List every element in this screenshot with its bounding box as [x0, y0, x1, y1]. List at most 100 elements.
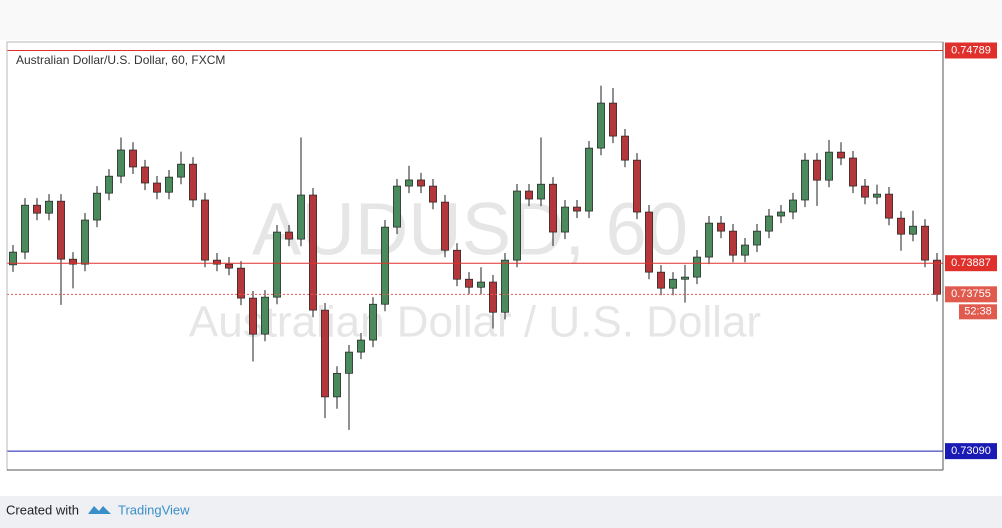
candle-body [633, 159, 641, 213]
candle-body [645, 211, 653, 273]
candle-body [525, 190, 533, 200]
candle-body [501, 259, 509, 313]
candle-body [273, 231, 281, 298]
candle-body [465, 278, 473, 288]
countdown-box [959, 304, 997, 320]
candle-body [657, 271, 665, 289]
candle-body [321, 309, 329, 398]
candle-body [105, 175, 113, 194]
candle-body [429, 185, 437, 203]
candle-body [561, 206, 569, 233]
price-label-box [945, 255, 997, 272]
candle-body [453, 249, 461, 280]
candle-body [741, 244, 749, 256]
candle-body [189, 163, 197, 201]
top-bar [0, 0, 1002, 40]
candle-body [345, 351, 353, 374]
candle-body [369, 303, 377, 341]
candle-body [513, 190, 521, 261]
candle-body [333, 372, 341, 398]
candle-body [81, 219, 89, 265]
watermark-subtitle: Australian Dollar / U.S. Dollar [189, 298, 761, 347]
candle-body [309, 194, 317, 311]
candle-body [201, 199, 209, 261]
candle-body [141, 166, 149, 184]
candle-body [597, 102, 605, 149]
candle-body [225, 263, 233, 269]
candle-body [837, 151, 845, 159]
candle-body [177, 163, 185, 178]
countdown-label: 52:38 [964, 306, 992, 318]
candle-body [237, 267, 245, 299]
candle-body [285, 231, 293, 240]
candle-body [417, 179, 425, 187]
candle-body [57, 200, 65, 260]
candle-body [45, 200, 53, 214]
chart-title: Australian Dollar/U.S. Dollar, 60, FXCM [16, 53, 225, 67]
candle-body [165, 176, 173, 193]
footer-text: Created with [6, 502, 79, 517]
footer-bar [0, 496, 1002, 528]
price-label-box [945, 443, 997, 460]
candle-body [393, 185, 401, 228]
candle-body [789, 199, 797, 213]
candle-body [153, 182, 161, 193]
footer-brand[interactable]: TradingView [118, 502, 190, 517]
candle-body [489, 281, 497, 313]
candle-body [921, 225, 929, 261]
labels-layer: 0.74789 0.73887 0.73755 52:38 0.73090 [945, 42, 997, 460]
candle-body [537, 183, 545, 200]
candle-body [9, 251, 17, 266]
candle-body [585, 147, 593, 212]
candle-body [801, 159, 809, 201]
candle-body [777, 211, 785, 217]
price-label: 0.73755 [951, 288, 991, 300]
candle-body [117, 149, 125, 177]
candle-body [693, 256, 701, 278]
candle-body [621, 135, 629, 161]
candle-body [33, 204, 41, 214]
candle-body [261, 296, 269, 335]
marks-layer [7, 49, 943, 452]
candle-body [297, 194, 305, 240]
candle-body [765, 215, 773, 232]
candle-body [129, 149, 137, 168]
candle-body [441, 201, 449, 251]
price-label: 0.73090 [951, 445, 991, 457]
candle-body [717, 222, 725, 232]
candle-body [933, 259, 941, 295]
candle-body [729, 230, 737, 256]
candle-body [861, 185, 869, 198]
price-label-box [945, 286, 997, 303]
candle-body [885, 193, 893, 219]
price-label-box [945, 42, 997, 59]
candle-body [849, 157, 857, 187]
candle-body [897, 217, 905, 235]
watermark: AUDUSD, 60 [252, 188, 688, 271]
candle-body [705, 222, 713, 258]
candle-body [477, 281, 485, 288]
candle-body [69, 258, 77, 265]
price-label: 0.73887 [951, 257, 991, 269]
candle-body [669, 278, 677, 289]
candle-body [753, 230, 761, 246]
candle-body [21, 204, 29, 253]
candle-body [93, 192, 101, 221]
candle-body [813, 159, 821, 181]
candle-body [381, 226, 389, 305]
candle-body [609, 102, 617, 137]
candle-body [873, 193, 881, 198]
candle-body [357, 339, 365, 353]
candle-body [405, 179, 413, 187]
brand-logo [88, 506, 111, 514]
candle-body [573, 206, 581, 212]
candle-body [681, 276, 689, 280]
candle-body [909, 225, 917, 235]
price-label: 0.74789 [951, 44, 991, 56]
candle-body [249, 297, 257, 335]
candle-body [825, 151, 833, 181]
candle-body [549, 183, 557, 233]
candle-body [213, 259, 221, 265]
